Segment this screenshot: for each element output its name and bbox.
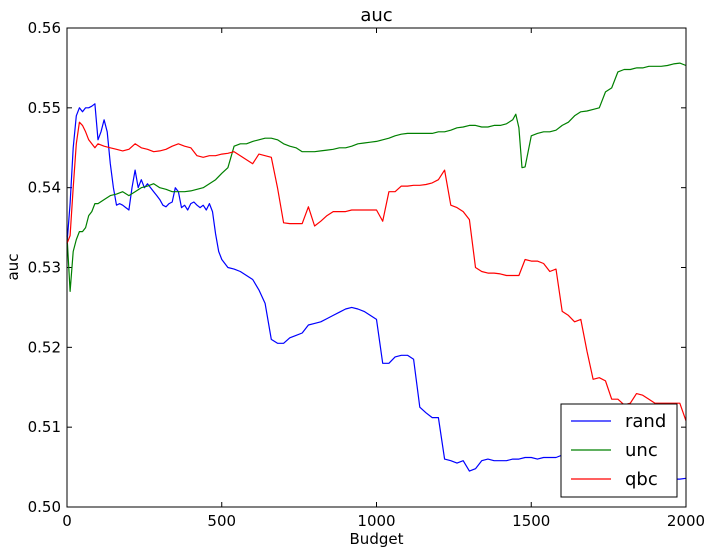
series-line-rand bbox=[66, 103, 687, 480]
series-line-qbc bbox=[66, 121, 687, 421]
legend-label-unc: unc bbox=[625, 440, 658, 461]
x-axis-label: Budget bbox=[350, 530, 404, 548]
legend-label-qbc: qbc bbox=[625, 469, 658, 490]
y-tick-label: 0.56 bbox=[28, 19, 61, 37]
legend-label-rand: rand bbox=[625, 411, 666, 432]
plot-frame bbox=[66, 27, 687, 508]
x-tick-label: 500 bbox=[207, 512, 236, 530]
series-line-unc bbox=[66, 62, 687, 292]
x-tick-label: 2000 bbox=[667, 512, 705, 530]
y-tick-label: 0.54 bbox=[28, 179, 61, 197]
y-axis-label: auc bbox=[4, 254, 22, 281]
y-tick-label: 0.51 bbox=[28, 418, 61, 436]
x-tick-label: 0 bbox=[62, 512, 72, 530]
x-tick-label: 1500 bbox=[512, 512, 550, 530]
x-tick-label: 1000 bbox=[357, 512, 395, 530]
y-tick-label: 0.52 bbox=[28, 338, 61, 356]
chart-title: auc bbox=[360, 5, 392, 26]
axis-ticks: 0 500 1000 1500 2000 0.50 0.51 0.52 0.53 0.54 0.55… bbox=[28, 19, 706, 530]
legend: rand unc qbc bbox=[560, 403, 678, 498]
y-tick-label: 0.55 bbox=[28, 99, 61, 117]
y-tick-label: 0.53 bbox=[28, 259, 61, 277]
series-lines bbox=[66, 62, 687, 480]
y-tick-label: 0.50 bbox=[28, 498, 61, 516]
